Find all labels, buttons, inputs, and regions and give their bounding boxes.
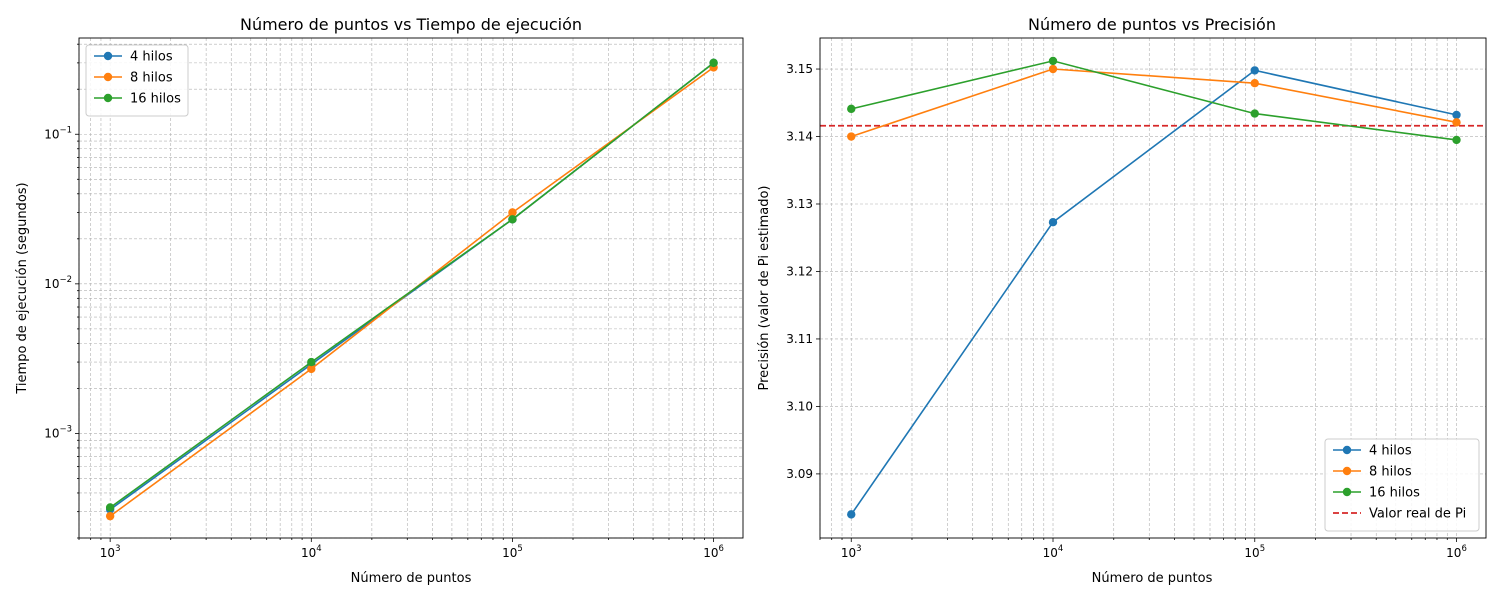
y-tick-label: 3.09: [786, 467, 813, 481]
data-point: [307, 357, 316, 367]
data-point: [105, 503, 115, 512]
data-point: [307, 364, 316, 374]
legend-entry: Valor real de Pi: [1333, 507, 1466, 522]
y-tick-label: 10−2: [44, 275, 72, 291]
y-tick-label: 3.11: [786, 332, 813, 346]
x-tick-label: 105: [1244, 544, 1265, 560]
legend-entry: 16 hilos: [1333, 486, 1420, 501]
legend-swatch-marker: [103, 72, 113, 82]
legend-label: 4 hilos: [1369, 444, 1412, 459]
legend-swatch-marker: [103, 51, 113, 61]
data-point: [1048, 218, 1058, 227]
y-tick-label: 3.12: [786, 264, 813, 278]
precision-chart: Número de puntos vs Precisión Número de …: [757, 15, 1487, 586]
y-axis-label: Precisión (valor de Pi estimado): [757, 186, 772, 391]
legend-label: 8 hilos: [1369, 465, 1412, 480]
legend-entry: 4 hilos: [94, 50, 173, 65]
y-tick-label: 3.13: [786, 197, 813, 211]
series: [847, 56, 1461, 145]
series-line: [850, 69, 1457, 515]
axes-frame: [819, 37, 1487, 539]
series: [105, 58, 718, 512]
data-point: [508, 208, 517, 217]
data-point: [847, 104, 856, 114]
legend-box: [1324, 438, 1480, 532]
data-point: [1452, 135, 1461, 145]
legend-swatch-marker: [103, 93, 113, 103]
data-point: [1250, 109, 1259, 118]
series-line: [851, 60, 1457, 141]
y-axis-label: Tiempo de ejecución (segundos): [15, 182, 30, 394]
x-tick-label: 106: [1446, 544, 1467, 560]
x-tick-label: 103: [841, 544, 862, 560]
y-tick-label: 3.14: [786, 130, 813, 144]
series: [847, 64, 1461, 141]
chart-title: Número de puntos vs Precisión: [1028, 15, 1276, 34]
x-tick-label: 106: [703, 544, 724, 560]
legend-swatch-marker: [1342, 466, 1352, 476]
legend-entry: 8 hilos: [94, 71, 173, 86]
x-tick-label: 105: [502, 544, 523, 560]
y-tick-label: 10−3: [44, 424, 72, 440]
legend-label: Valor real de Pi: [1369, 507, 1466, 522]
x-tick-label: 104: [301, 544, 322, 560]
data-point: [1452, 118, 1461, 127]
data-point: [847, 132, 856, 141]
data-point: [709, 58, 718, 68]
axes-frame: [78, 37, 744, 539]
time-chart: Número de puntos vs Tiempo de ejecución …: [15, 15, 744, 586]
y-tick-label: 3.15: [786, 62, 813, 76]
y-tick-label: 10−1: [44, 125, 72, 141]
legend-entry: 4 hilos: [1333, 444, 1412, 459]
x-axis-label: Número de puntos: [1092, 571, 1213, 586]
legend-swatch-marker: [1342, 487, 1352, 497]
series-line: [109, 62, 715, 509]
x-axis-label: Número de puntos: [351, 571, 472, 586]
series: [847, 66, 1461, 519]
legend-label: 16 hilos: [130, 92, 181, 107]
x-tick-label: 104: [1043, 544, 1064, 560]
legend-label: 8 hilos: [130, 71, 173, 86]
chart-title: Número de puntos vs Tiempo de ejecución: [240, 15, 582, 34]
legend: 4 hilos 8 hilos 16 hilos: [85, 44, 189, 117]
data-point: [1250, 66, 1259, 75]
legend-entry: 8 hilos: [1333, 465, 1412, 480]
data-point: [508, 215, 517, 224]
data-point: [1048, 64, 1058, 74]
x-tick-label: 103: [100, 544, 121, 560]
legend: 4 hilos 8 hilos 16 hilos Valor real de Pi: [1324, 438, 1480, 532]
legend-swatch-marker: [1342, 445, 1352, 455]
series-line: [851, 68, 1457, 138]
data-point: [1250, 79, 1259, 88]
legend-entry: 16 hilos: [94, 92, 181, 107]
y-tick-label: 3.10: [786, 399, 813, 413]
data-point: [1452, 110, 1461, 120]
data-point: [105, 511, 115, 521]
legend-label: 4 hilos: [130, 50, 173, 65]
data-point: [1048, 56, 1058, 66]
legend-label: 16 hilos: [1369, 486, 1420, 501]
data-point: [847, 510, 856, 519]
